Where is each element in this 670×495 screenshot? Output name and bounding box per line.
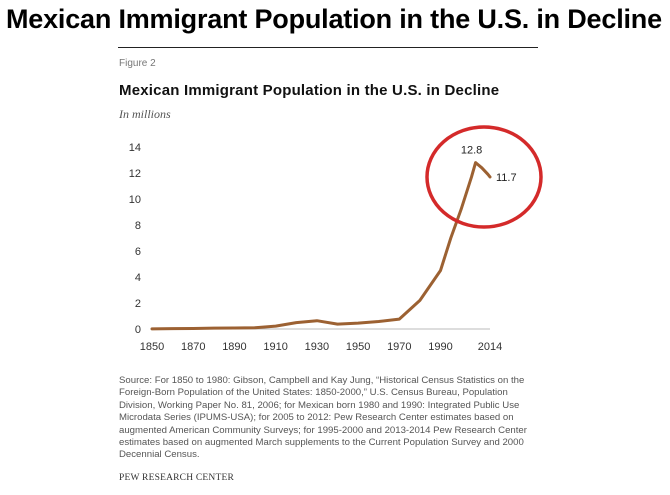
source-note: Source: For 1850 to 1980: Gibson, Campbe… <box>119 375 527 461</box>
y-tick-label: 6 <box>135 246 141 258</box>
line-chart: 0 2 4 6 8 10 12 14 1850 1870 1890 1910 1930 1950 1970… <box>129 125 543 353</box>
x-tick-label: 1850 <box>140 341 164 353</box>
series-layer <box>150 161 492 331</box>
x-tick-label: 1910 <box>263 341 287 353</box>
headline: Mexican Immigrant Population in the U.S.… <box>6 4 662 34</box>
y-tick-label: 14 <box>129 142 141 154</box>
series-line <box>150 161 492 331</box>
x-tick-label: 1890 <box>222 341 246 353</box>
y-tick-label: 10 <box>129 194 141 206</box>
x-tick-label: 1970 <box>387 341 411 353</box>
y-tick-label: 8 <box>135 220 141 232</box>
highlight-circle <box>425 125 543 229</box>
y-tick-label: 0 <box>135 324 141 336</box>
chart-title: Mexican Immigrant Population in the U.S.… <box>119 82 500 99</box>
y-axis-ticks: 0 2 4 6 8 10 12 14 <box>129 142 141 336</box>
y-tick-label: 4 <box>135 272 141 284</box>
y-tick-label: 12 <box>129 168 141 180</box>
data-label: 12.8 <box>461 145 482 157</box>
x-tick-label: 1930 <box>305 341 329 353</box>
x-tick-label: 2014 <box>478 341 502 353</box>
x-tick-label: 1990 <box>428 341 452 353</box>
y-tick-label: 2 <box>135 298 141 310</box>
units-label: In millions <box>119 107 171 121</box>
figure-label: Figure 2 <box>119 58 156 69</box>
data-label: 11.7 <box>496 172 517 184</box>
data-labels: 12.8 11.7 <box>461 145 517 184</box>
x-tick-label: 1950 <box>346 341 370 353</box>
x-axis-ticks: 1850 1870 1890 1910 1930 1950 1970 1990 2014 <box>140 341 502 353</box>
x-tick-label: 1870 <box>181 341 205 353</box>
organization-credit: PEW RESEARCH CENTER <box>119 473 234 483</box>
divider-rule <box>118 47 538 48</box>
